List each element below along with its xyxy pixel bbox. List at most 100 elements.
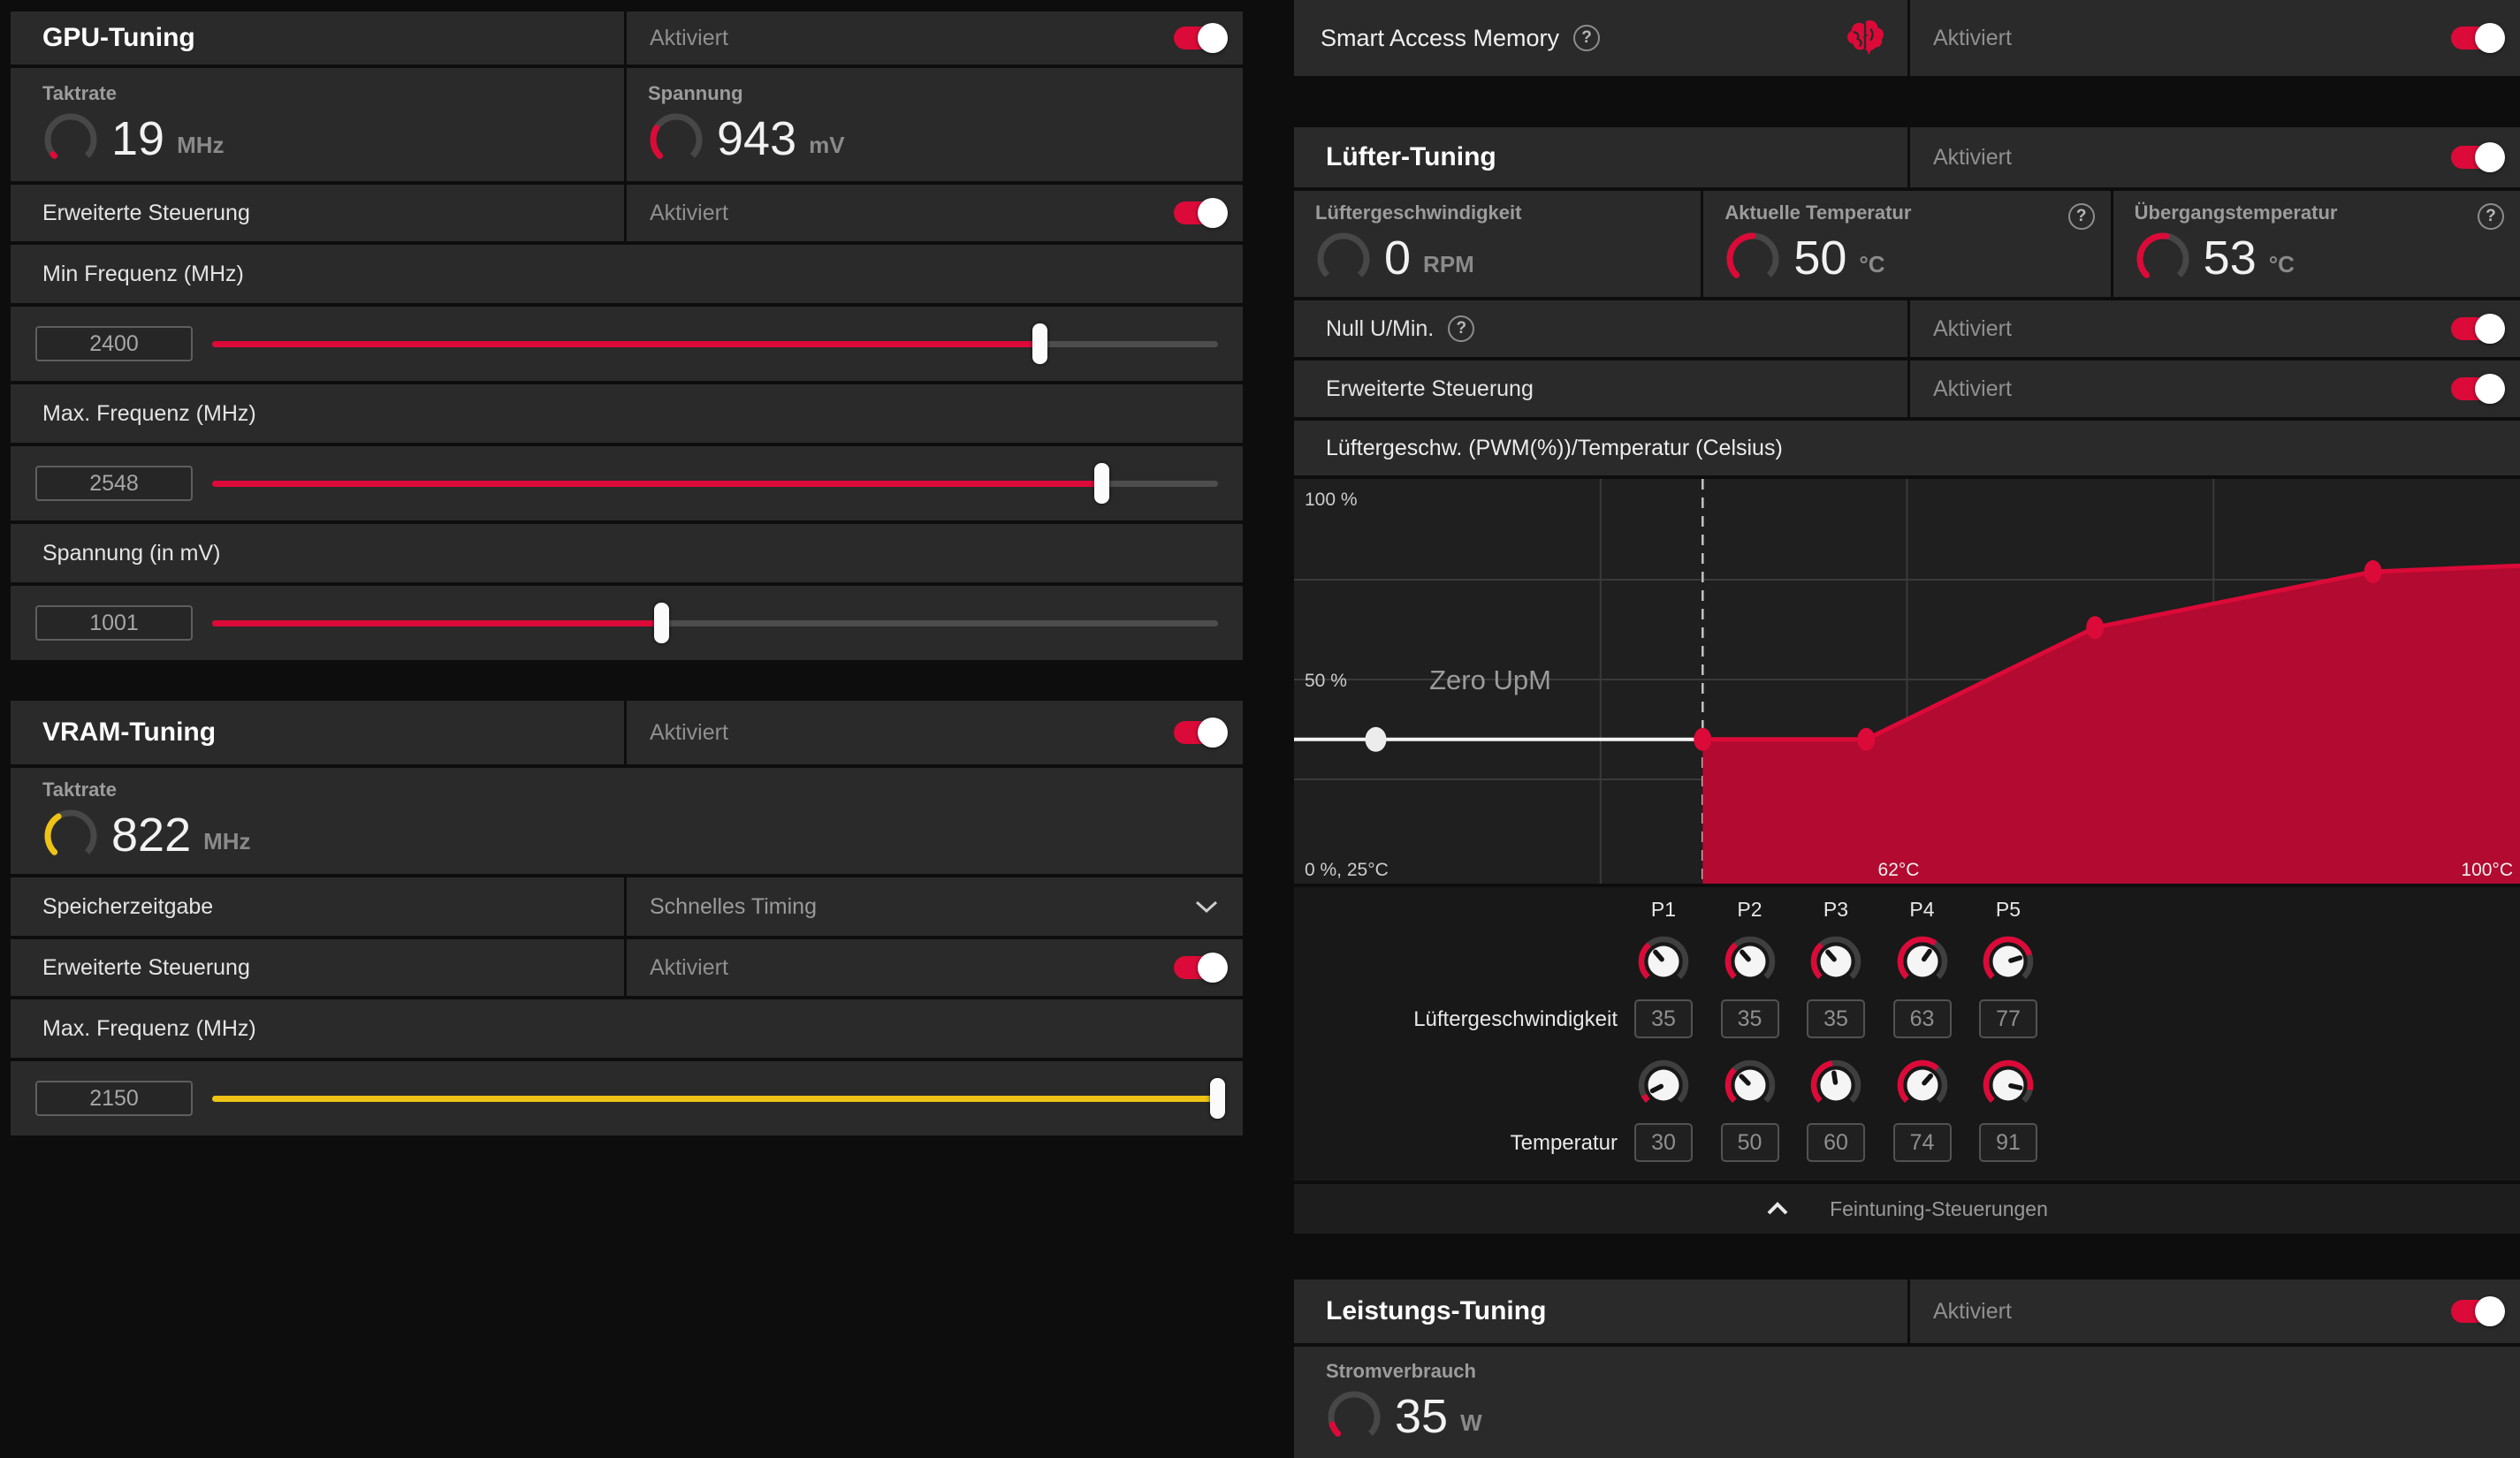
max-frequency-label: Max. Frequenz (MHz) [42, 400, 256, 426]
fan-speed-knob-p2[interactable] [1722, 933, 1778, 990]
voltage-slider[interactable] [212, 602, 1218, 643]
temperature-knob-p4[interactable] [1894, 1057, 1951, 1113]
power-consumption-value: 35 [1395, 1390, 1449, 1443]
vram-tuning-title: VRAM-Tuning [42, 718, 217, 747]
gpu-advanced-label: Erweiterte Steuerung [42, 200, 250, 225]
power-tuning-toggle[interactable] [2451, 1296, 2505, 1326]
vram-max-frequency-slider[interactable] [212, 1077, 1225, 1119]
temperature-knob-p1[interactable] [1635, 1057, 1692, 1113]
gpu-tuning-title: GPU-Tuning [42, 23, 195, 52]
temperature-knob-p5[interactable] [1980, 1057, 2037, 1113]
memory-timing-value: Schnelles Timing [650, 893, 817, 919]
knob-point-label-p2: P2 [1737, 898, 1762, 921]
fan-speed-value-p3[interactable]: 35 [1807, 999, 1865, 1038]
temperature-value-p2[interactable]: 50 [1720, 1123, 1779, 1162]
fan-curve-chart[interactable]: 100 % 50 % 0 %, 25°C 62°C 100°C Zero UpM [1294, 479, 2520, 884]
vram-clock-gauge-icon [44, 809, 97, 855]
zero-rpm-label: Null U/Min. [1326, 315, 1435, 341]
smart-access-memory-panel: Smart Access Memory ? [1294, 0, 2520, 76]
temperature-knob-p2[interactable] [1722, 1057, 1778, 1113]
transition-temperature-unit: °C [2268, 250, 2295, 277]
svg-text:100°C: 100°C [2461, 860, 2513, 880]
knob-point-label-p3: P3 [1823, 898, 1849, 921]
fan-speed-value-p1[interactable]: 35 [1634, 999, 1693, 1038]
vram-enabled-label: Aktiviert [650, 719, 728, 745]
power-tuning-panel: Leistungs-Tuning Aktiviert Stromverbrauc… [1294, 1280, 2520, 1458]
curve-point [2086, 616, 2105, 640]
fan-speed-label: Lüftergeschwindigkeit [1315, 201, 1522, 224]
slider-handle[interactable] [1210, 1077, 1225, 1119]
fan-chart-title: Lüftergeschw. (PWM(%))/Temperatur (Celsi… [1326, 435, 1783, 460]
vram-clock-label: Taktrate [42, 778, 117, 801]
memory-timing-dropdown[interactable]: Schnelles Timing [627, 877, 1243, 936]
current-temperature-help-icon[interactable]: ? [2067, 203, 2095, 230]
vram-advanced-label: Erweiterte Steuerung [42, 954, 250, 980]
temperature-value-p1[interactable]: 30 [1634, 1123, 1693, 1162]
fan-curve-chart-area: 100 % 50 % 0 %, 25°C 62°C 100°C Zero UpM [1294, 479, 2520, 884]
gpu-clock-label: Taktrate [42, 82, 117, 104]
temperature-value-p5[interactable]: 91 [1979, 1123, 2037, 1162]
transition-temperature-gauge-icon [2136, 232, 2189, 278]
temperature-knob-p3[interactable] [1808, 1057, 1864, 1113]
power-consumption-gauge-icon [1328, 1391, 1381, 1437]
fan-advanced-state: Aktiviert [1933, 376, 2012, 401]
gpu-tuning-toggle[interactable] [1174, 23, 1228, 53]
svg-text:Zero UpM: Zero UpM [1429, 664, 1551, 695]
sam-help-icon[interactable]: ? [1573, 25, 1601, 51]
gpu-advanced-toggle[interactable] [1174, 198, 1228, 228]
fan-speed-value-p2[interactable]: 35 [1720, 999, 1779, 1038]
zero-rpm-help-icon[interactable]: ? [1448, 315, 1475, 342]
gpu-voltage-gauge-icon [650, 113, 703, 159]
voltage-value[interactable]: 1001 [35, 605, 193, 641]
vram-advanced-state: Aktiviert [650, 954, 728, 980]
chevron-down-icon [1195, 900, 1218, 914]
fine-tuning-collapse-button[interactable]: Feintuning-Steuerungen [1294, 1184, 2520, 1234]
fine-tuning-grid: Lüftergeschwindigkeit Temperatur P1 P2 P3 P… [1294, 887, 2520, 1181]
knob-row-label-temperature: Temperatur [1510, 1131, 1618, 1155]
fan-speed-cell: Lüftergeschwindigkeit 0 RPM [1294, 191, 1702, 297]
sam-enabled-label: Aktiviert [1933, 25, 2012, 50]
gpu-clock-gauge-icon [44, 113, 97, 159]
fan-tuning-toggle[interactable] [2451, 142, 2505, 172]
gpu-voltage-cell: Spannung 943 mV [627, 68, 1243, 181]
sam-toggle[interactable] [2451, 23, 2505, 53]
svg-text:100 %: 100 % [1305, 490, 1358, 510]
svg-text:0 %, 25°C: 0 %, 25°C [1305, 860, 1389, 880]
voltage-slider-label: Spannung (in mV) [42, 540, 221, 566]
knob-point-label-p5: P5 [1995, 898, 2021, 921]
slider-handle[interactable] [1094, 462, 1110, 504]
slider-handle[interactable] [653, 602, 669, 643]
curve-point [1694, 727, 1712, 751]
gpu-voltage-label: Spannung [648, 82, 743, 104]
vram-clock-unit: MHz [203, 827, 251, 854]
vram-tuning-toggle[interactable] [1174, 718, 1228, 748]
temperature-value-p4[interactable]: 74 [1892, 1123, 1952, 1162]
fan-advanced-toggle[interactable] [2451, 374, 2505, 404]
fan-speed-value: 0 [1384, 232, 1412, 285]
max-frequency-value[interactable]: 2548 [35, 466, 193, 501]
transition-temperature-label: Übergangstemperatur [2134, 201, 2338, 224]
zero-rpm-toggle[interactable] [2451, 314, 2505, 344]
current-temperature-cell: Aktuelle Temperatur 50 °C ? [1703, 191, 2111, 297]
min-frequency-slider[interactable] [212, 323, 1218, 364]
vram-max-frequency-value[interactable]: 2150 [35, 1081, 193, 1116]
max-frequency-slider[interactable] [212, 462, 1218, 504]
memory-timing-label: Speicherzeitgabe [42, 893, 214, 919]
fan-speed-value-p4[interactable]: 63 [1892, 999, 1952, 1038]
right-column: Smart Access Memory ? [1294, 0, 2520, 1458]
transition-temperature-help-icon[interactable]: ? [2477, 203, 2504, 230]
temperature-value-p3[interactable]: 60 [1807, 1123, 1865, 1162]
min-frequency-label: Min Frequenz (MHz) [42, 261, 244, 286]
fan-speed-knob-p1[interactable] [1635, 933, 1692, 990]
fan-speed-value-p5[interactable]: 77 [1979, 999, 2037, 1038]
gpu-clock-unit: MHz [177, 131, 225, 158]
min-frequency-value[interactable]: 2400 [35, 326, 193, 361]
vram-clock-cell: Taktrate 822 MHz [11, 768, 1243, 874]
fan-speed-knob-p5[interactable] [1980, 933, 2037, 990]
power-enabled-label: Aktiviert [1933, 1298, 2012, 1324]
curve-point [2364, 560, 2382, 583]
fan-speed-knob-p3[interactable] [1808, 933, 1864, 990]
vram-advanced-toggle[interactable] [1174, 953, 1228, 983]
slider-handle[interactable] [1032, 323, 1047, 364]
fan-speed-knob-p4[interactable] [1894, 933, 1951, 990]
